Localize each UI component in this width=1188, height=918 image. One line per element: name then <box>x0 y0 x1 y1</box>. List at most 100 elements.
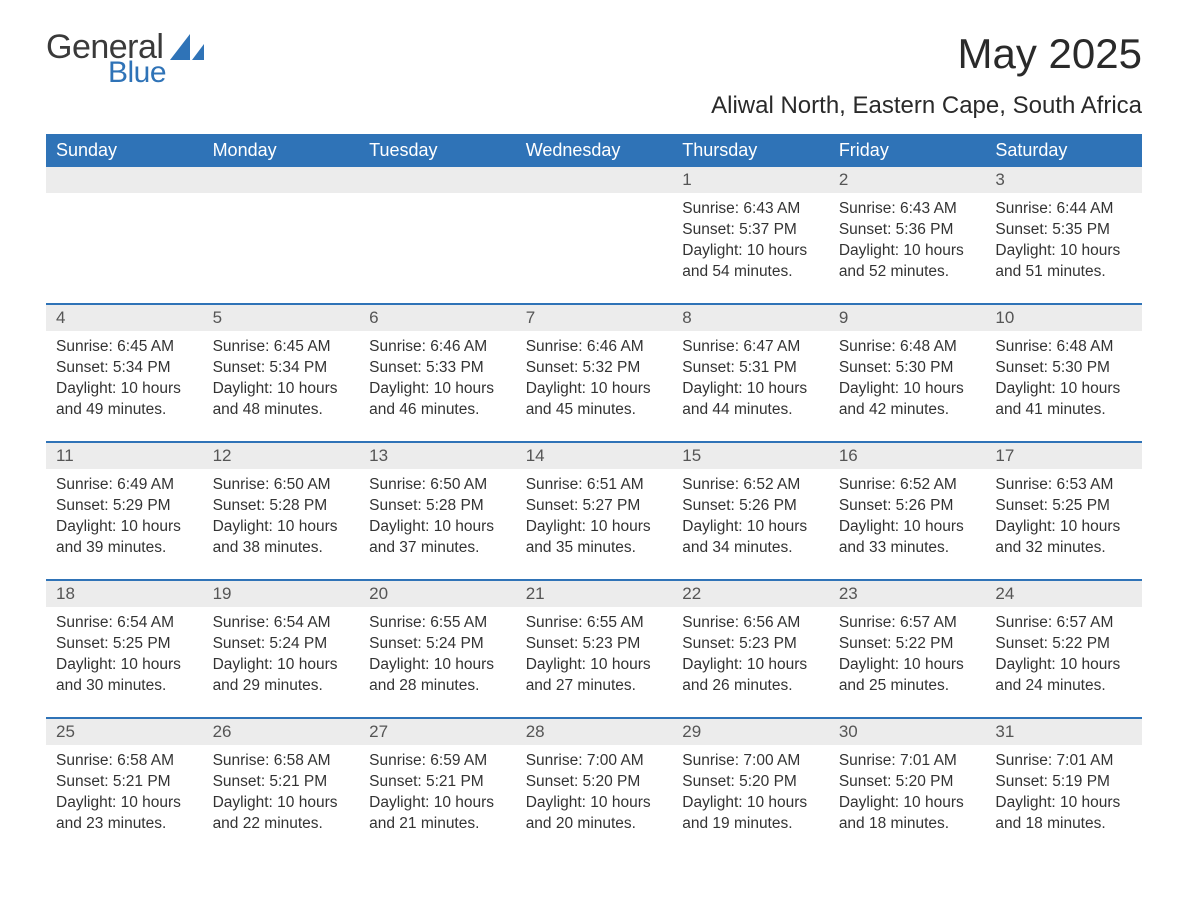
sunrise-text: Sunrise: 6:47 AM <box>682 337 819 358</box>
sunset-text: Sunset: 5:26 PM <box>682 496 819 517</box>
calendar-day: 8Sunrise: 6:47 AMSunset: 5:31 PMDaylight… <box>672 305 829 441</box>
calendar-header: SundayMondayTuesdayWednesdayThursdayFrid… <box>46 134 1142 167</box>
sunset-text: Sunset: 5:20 PM <box>526 772 663 793</box>
day-details: Sunrise: 6:53 AMSunset: 5:25 PMDaylight:… <box>985 469 1142 567</box>
sunrise-text: Sunrise: 6:58 AM <box>56 751 193 772</box>
sunrise-text: Sunrise: 6:45 AM <box>56 337 193 358</box>
sunset-text: Sunset: 5:33 PM <box>369 358 506 379</box>
daylight-text: Daylight: 10 hours and 41 minutes. <box>995 379 1132 421</box>
sunrise-text: Sunrise: 6:50 AM <box>213 475 350 496</box>
day-number: 6 <box>359 305 516 331</box>
calendar-day: 23Sunrise: 6:57 AMSunset: 5:22 PMDayligh… <box>829 581 986 717</box>
daylight-text: Daylight: 10 hours and 18 minutes. <box>995 793 1132 835</box>
day-details: Sunrise: 7:01 AMSunset: 5:19 PMDaylight:… <box>985 745 1142 843</box>
daylight-text: Daylight: 10 hours and 25 minutes. <box>839 655 976 697</box>
calendar-day: 19Sunrise: 6:54 AMSunset: 5:24 PMDayligh… <box>203 581 360 717</box>
day-number: 13 <box>359 443 516 469</box>
brand-word-2: Blue <box>108 58 166 88</box>
sunrise-text: Sunrise: 6:45 AM <box>213 337 350 358</box>
day-number: 8 <box>672 305 829 331</box>
daylight-text: Daylight: 10 hours and 33 minutes. <box>839 517 976 559</box>
calendar-day: 26Sunrise: 6:58 AMSunset: 5:21 PMDayligh… <box>203 719 360 855</box>
calendar-week: 11Sunrise: 6:49 AMSunset: 5:29 PMDayligh… <box>46 443 1142 579</box>
calendar-day: 7Sunrise: 6:46 AMSunset: 5:32 PMDaylight… <box>516 305 673 441</box>
day-number: 3 <box>985 167 1142 193</box>
day-number: 9 <box>829 305 986 331</box>
calendar-week: 25 Sunrise: 6:58 AM Sunset: 5:21 PM Dayligh… <box>46 719 1142 855</box>
sunrise-text: Sunrise: 6:51 AM <box>526 475 663 496</box>
sunset-text: Sunset: 5:20 PM <box>682 772 819 793</box>
day-details: Sunrise: 6:52 AMSunset: 5:26 PMDaylight:… <box>672 469 829 567</box>
daylight-text: Daylight: 10 hours and 39 minutes. <box>56 517 193 559</box>
day-number: 18 <box>46 581 203 607</box>
calendar-week: 18Sunrise: 6:54 AMSunset: 5:25 PMDayligh… <box>46 581 1142 717</box>
day-details: Sunrise: 6:55 AMSunset: 5:23 PMDaylight:… <box>516 607 673 705</box>
sunset-text: Sunset: 5:24 PM <box>213 634 350 655</box>
calendar-day: 1Sunrise: 6:43 AMSunset: 5:37 PMDaylight… <box>672 167 829 303</box>
day-number: 22 <box>672 581 829 607</box>
sunset-text: Sunset: 5:23 PM <box>526 634 663 655</box>
sunset-text: Sunset: 5:31 PM <box>682 358 819 379</box>
day-details: Sunrise: 6:54 AMSunset: 5:25 PMDaylight:… <box>46 607 203 705</box>
day-number: 20 <box>359 581 516 607</box>
day-number: 4 <box>46 305 203 331</box>
sunset-text: Sunset: 5:23 PM <box>682 634 819 655</box>
calendar-day: 11Sunrise: 6:49 AMSunset: 5:29 PMDayligh… <box>46 443 203 579</box>
day-number: 5 <box>203 305 360 331</box>
sunset-text: Sunset: 5:28 PM <box>213 496 350 517</box>
weekday-header: Thursday <box>672 134 829 167</box>
day-details: Sunrise: 6:51 AMSunset: 5:27 PMDaylight:… <box>516 469 673 567</box>
day-number: 2 <box>829 167 986 193</box>
daylight-text: Daylight: 10 hours and 29 minutes. <box>213 655 350 697</box>
day-details: Sunrise: 6:45 AMSunset: 5:34 PMDaylight:… <box>46 331 203 429</box>
day-number: 10 <box>985 305 1142 331</box>
day-number: 25 <box>46 719 203 745</box>
daylight-text: Daylight: 10 hours and 30 minutes. <box>56 655 193 697</box>
day-details: Sunrise: 6:45 AMSunset: 5:34 PMDaylight:… <box>203 331 360 429</box>
daylight-text: Daylight: 10 hours and 34 minutes. <box>682 517 819 559</box>
sunrise-text: Sunrise: 6:57 AM <box>839 613 976 634</box>
sunrise-text: Sunrise: 6:57 AM <box>995 613 1132 634</box>
day-details: Sunrise: 6:56 AMSunset: 5:23 PMDaylight:… <box>672 607 829 705</box>
calendar-body: 1Sunrise: 6:43 AMSunset: 5:37 PMDaylight… <box>46 167 1142 855</box>
sail-icon <box>170 34 204 60</box>
daylight-text: Daylight: 10 hours and 24 minutes. <box>995 655 1132 697</box>
calendar-day: 12Sunrise: 6:50 AMSunset: 5:28 PMDayligh… <box>203 443 360 579</box>
sunrise-text: Sunrise: 6:44 AM <box>995 199 1132 220</box>
day-details: Sunrise: 6:54 AMSunset: 5:24 PMDaylight:… <box>203 607 360 705</box>
day-details: Sunrise: 6:46 AMSunset: 5:33 PMDaylight:… <box>359 331 516 429</box>
daylight-text: Daylight: 10 hours and 20 minutes. <box>526 793 663 835</box>
daylight-text: Daylight: 10 hours and 19 minutes. <box>682 793 819 835</box>
calendar-day: 28Sunrise: 7:00 AMSunset: 5:20 PMDayligh… <box>516 719 673 855</box>
sunset-text: Sunset: 5:28 PM <box>369 496 506 517</box>
sunset-text: Sunset: 5:30 PM <box>839 358 976 379</box>
calendar-day: 15Sunrise: 6:52 AMSunset: 5:26 PMDayligh… <box>672 443 829 579</box>
day-number: 15 <box>672 443 829 469</box>
sunset-text: Sunset: 5:34 PM <box>213 358 350 379</box>
sunrise-text: Sunrise: 6:54 AM <box>213 613 350 634</box>
sunset-text: Sunset: 5:26 PM <box>839 496 976 517</box>
day-details: Sunrise: 6:49 AMSunset: 5:29 PMDaylight:… <box>46 469 203 567</box>
calendar-week: 1Sunrise: 6:43 AMSunset: 5:37 PMDaylight… <box>46 167 1142 303</box>
day-details: Sunrise: 6:50 AMSunset: 5:28 PMDaylight:… <box>203 469 360 567</box>
weekday-header: Wednesday <box>516 134 673 167</box>
sunset-text: Sunset: 5:22 PM <box>995 634 1132 655</box>
sunrise-text: Sunrise: 6:52 AM <box>839 475 976 496</box>
sunrise-text: Sunrise: 6:46 AM <box>369 337 506 358</box>
day-number: 19 <box>203 581 360 607</box>
daylight-text: Daylight: 10 hours and 18 minutes. <box>839 793 976 835</box>
weekday-header: Saturday <box>985 134 1142 167</box>
sunrise-text: Sunrise: 6:59 AM <box>369 751 506 772</box>
daylight-text: Daylight: 10 hours and 28 minutes. <box>369 655 506 697</box>
sunset-text: Sunset: 5:21 PM <box>213 772 350 793</box>
daylight-text: Daylight: 10 hours and 21 minutes. <box>369 793 506 835</box>
day-details: Sunrise: 6:43 AMSunset: 5:37 PMDaylight:… <box>672 193 829 291</box>
day-number: 14 <box>516 443 673 469</box>
sunset-text: Sunset: 5:30 PM <box>995 358 1132 379</box>
daylight-text: Daylight: 10 hours and 38 minutes. <box>213 517 350 559</box>
sunset-text: Sunset: 5:32 PM <box>526 358 663 379</box>
daylight-text: Daylight: 10 hours and 26 minutes. <box>682 655 819 697</box>
calendar-day: 9Sunrise: 6:48 AMSunset: 5:30 PMDaylight… <box>829 305 986 441</box>
calendar-day: 17Sunrise: 6:53 AMSunset: 5:25 PMDayligh… <box>985 443 1142 579</box>
sunrise-text: Sunrise: 6:55 AM <box>369 613 506 634</box>
